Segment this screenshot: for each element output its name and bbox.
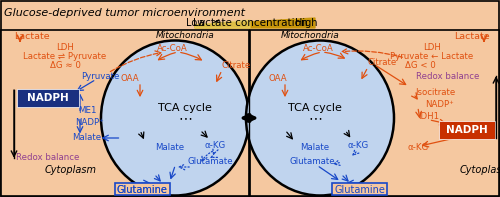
Text: TCA cycle: TCA cycle <box>158 103 212 113</box>
Polygon shape <box>195 18 315 28</box>
Text: Glucose-deprived tumor microenvironment: Glucose-deprived tumor microenvironment <box>4 8 245 18</box>
FancyBboxPatch shape <box>17 89 79 107</box>
Polygon shape <box>195 18 315 28</box>
Text: Isocitrate: Isocitrate <box>415 87 455 97</box>
Text: ⋯: ⋯ <box>308 111 322 125</box>
Text: Mitochondria: Mitochondria <box>156 31 214 40</box>
FancyBboxPatch shape <box>1 30 249 196</box>
Text: Glutamine: Glutamine <box>116 185 168 195</box>
Text: Mitochondria: Mitochondria <box>280 31 340 40</box>
Text: ME1: ME1 <box>78 106 96 114</box>
Text: NADP⁺: NADP⁺ <box>75 117 104 126</box>
Text: TCA cycle: TCA cycle <box>288 103 342 113</box>
Text: OAA: OAA <box>268 73 287 83</box>
Text: Pyruvate: Pyruvate <box>81 72 119 81</box>
Text: NADPH: NADPH <box>446 125 488 135</box>
Text: NADPH: NADPH <box>27 93 69 103</box>
Polygon shape <box>195 20 250 28</box>
Ellipse shape <box>101 41 249 195</box>
Text: Low: Low <box>186 18 205 28</box>
Text: Citrate: Citrate <box>368 58 397 67</box>
Text: Malate: Malate <box>156 143 184 152</box>
Text: Lactate: Lactate <box>454 32 490 41</box>
Text: α-KG: α-KG <box>204 140 226 150</box>
FancyBboxPatch shape <box>115 183 170 195</box>
Text: Redox balance: Redox balance <box>416 72 480 81</box>
Text: Pyruvate ← Lactate: Pyruvate ← Lactate <box>390 51 473 60</box>
Text: Glutamine: Glutamine <box>116 185 168 195</box>
Text: Glutamate: Glutamate <box>289 157 335 166</box>
Text: OAA: OAA <box>120 73 140 83</box>
Text: Malate: Malate <box>72 134 101 142</box>
Text: ΔG < 0: ΔG < 0 <box>404 60 436 70</box>
Text: Cytoplasm: Cytoplasm <box>460 165 500 175</box>
Text: Redox balance: Redox balance <box>16 153 80 163</box>
FancyBboxPatch shape <box>439 121 495 139</box>
Text: Ac-CoA: Ac-CoA <box>302 44 334 52</box>
Text: α-KG: α-KG <box>408 143 429 152</box>
Text: Lactate: Lactate <box>14 32 50 41</box>
Text: Glutamate: Glutamate <box>187 157 233 166</box>
Text: Ac-CoA: Ac-CoA <box>156 44 188 52</box>
Text: ΔG ≈ 0: ΔG ≈ 0 <box>50 60 80 70</box>
Text: IDH1: IDH1 <box>418 112 439 121</box>
Text: Cytoplasm: Cytoplasm <box>45 165 97 175</box>
Text: Lactate ⇌ Pyruvate: Lactate ⇌ Pyruvate <box>24 51 106 60</box>
Text: Citrate: Citrate <box>222 60 252 70</box>
Text: Glutamine: Glutamine <box>334 185 386 195</box>
Text: ⋯: ⋯ <box>178 111 192 125</box>
FancyBboxPatch shape <box>250 30 499 196</box>
Text: High: High <box>295 18 318 28</box>
Text: LDH: LDH <box>423 43 441 51</box>
Text: NADP⁺: NADP⁺ <box>425 99 454 109</box>
FancyBboxPatch shape <box>332 183 387 195</box>
Ellipse shape <box>246 41 394 195</box>
Text: α-KG: α-KG <box>348 140 368 150</box>
Text: LDH: LDH <box>56 43 74 51</box>
Text: Malate: Malate <box>300 143 330 152</box>
Text: Lactate concentration: Lactate concentration <box>192 18 308 28</box>
